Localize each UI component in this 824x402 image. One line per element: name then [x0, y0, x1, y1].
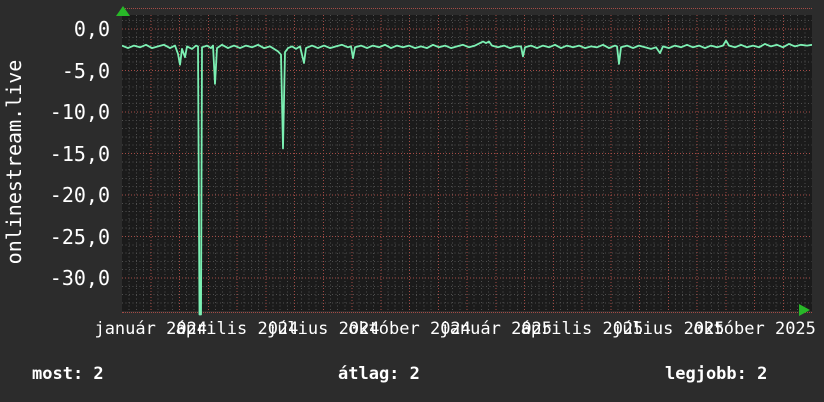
- x-tick-label: október 2025: [693, 319, 816, 339]
- y-tick-label: -5,0: [61, 58, 110, 83]
- plot-top-gridline: [122, 8, 812, 9]
- y-tick-label: 0,0: [73, 17, 110, 41]
- x-tick-label: január 2024: [94, 319, 208, 339]
- x-tick-label: április 2024: [175, 319, 299, 339]
- stat-atlag: átlag: 2: [338, 364, 420, 384]
- stat-most: most: 2: [32, 364, 104, 384]
- data-series-line: [122, 39, 812, 316]
- x-tick-label: július 2024: [266, 319, 380, 339]
- x-tick-label: július 2025: [611, 319, 725, 339]
- stat-legjobb: legjobb: 2: [665, 364, 768, 384]
- x-tick-label: április 2025: [520, 319, 644, 339]
- x-tick-label: január 2025: [439, 319, 553, 339]
- chart-canvas: [122, 15, 812, 316]
- y-tick-label: -30,0: [49, 266, 110, 290]
- x-axis-arrow-icon: [799, 304, 810, 316]
- y-tick-label: -20,0: [49, 183, 110, 207]
- y-tick-label: -25,0: [49, 224, 110, 249]
- y-tick-label: -15,0: [49, 141, 110, 166]
- y-axis-arrow-icon: [116, 6, 130, 16]
- x-tick-label: október 2024: [348, 319, 471, 339]
- y-tick-label: -10,0: [49, 100, 110, 124]
- plot-bottom-gridline: [122, 312, 812, 313]
